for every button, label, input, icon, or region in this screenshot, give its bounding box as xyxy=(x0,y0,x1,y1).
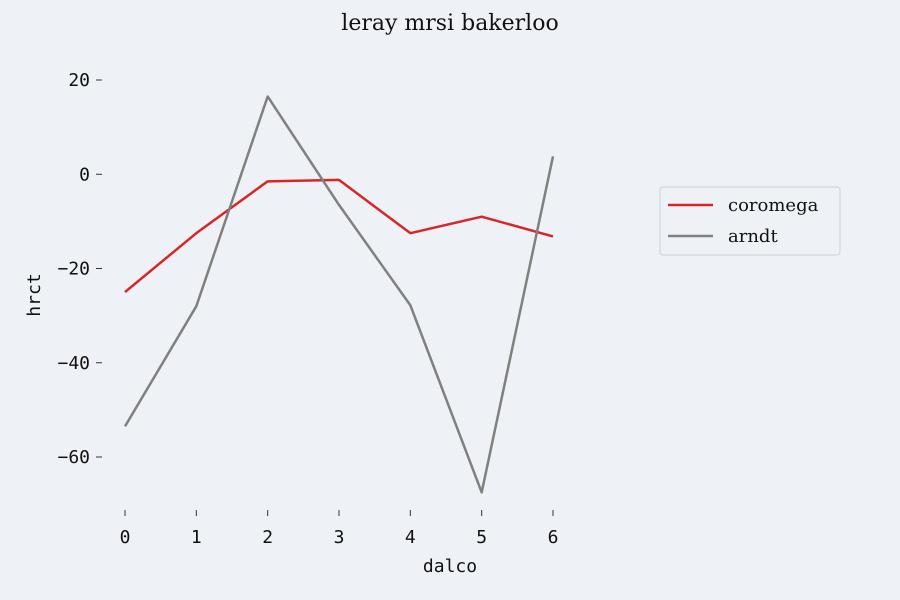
x-tick-label: 0 xyxy=(120,527,131,548)
legend: coromega arndt xyxy=(659,186,841,256)
x-tick-label: 2 xyxy=(262,527,273,548)
legend-label: arndt xyxy=(728,226,778,247)
y-tick-label: −20 xyxy=(57,259,90,280)
x-tick-label: 5 xyxy=(476,527,487,548)
legend-label: coromega xyxy=(728,195,819,216)
x-tick-label: 1 xyxy=(191,527,202,548)
chart-title: leray mrsi bakerloo xyxy=(341,11,558,36)
y-tick-label: −60 xyxy=(57,447,90,468)
y-tick-label: −40 xyxy=(57,353,90,374)
x-tick-label: 3 xyxy=(334,527,345,548)
y-tick-label: 20 xyxy=(68,70,90,91)
series-line-coromega xyxy=(124,178,554,294)
series-line-arndt xyxy=(123,95,555,494)
x-tick-label: 4 xyxy=(405,527,416,548)
x-axis: 0 1 2 3 4 5 6 xyxy=(120,510,559,548)
x-axis-label: dalco xyxy=(423,556,477,577)
x-tick-label: 6 xyxy=(548,527,559,548)
plot-lines xyxy=(123,95,555,494)
y-axis: 20 0 −20 −40 −60 xyxy=(57,70,102,468)
y-axis-label: hrct xyxy=(24,273,45,316)
y-tick-label: 0 xyxy=(79,164,90,185)
